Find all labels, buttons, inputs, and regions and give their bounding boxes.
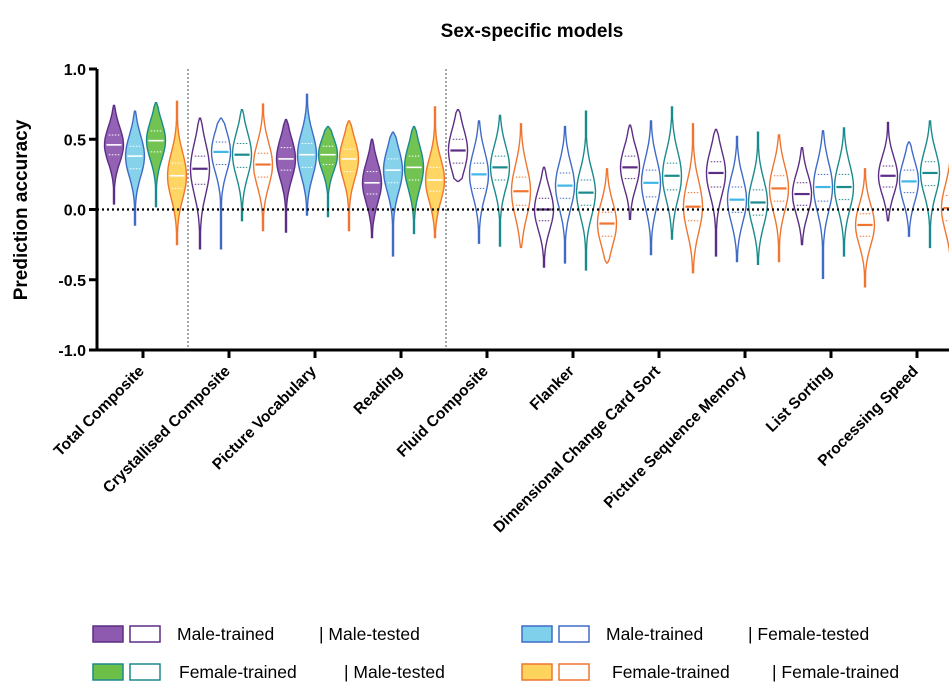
violin-ff-5 <box>596 168 618 264</box>
violin-mm-3 <box>361 138 383 239</box>
chart-title: Sex-specific models <box>441 21 624 42</box>
violin-mm-7 <box>705 128 727 257</box>
violin-fm-8 <box>833 127 855 257</box>
violin-ff-2 <box>338 120 360 232</box>
legend-row1-left-b: | Male-tested <box>319 624 420 644</box>
violin-mm-5 <box>533 166 555 268</box>
y-tick-label: 1.0 <box>64 62 86 79</box>
x-tick-label: Picture Sequence Memory <box>601 363 750 512</box>
violin-ff-6 <box>682 123 704 274</box>
y-tick-label: -1.0 <box>58 343 86 360</box>
legend-swatch-mf-filled <box>521 625 553 643</box>
legend-swatch-ff-filled <box>521 663 553 681</box>
violin-ff-3 <box>424 106 446 239</box>
x-tick-label: List Sorting <box>763 363 836 436</box>
x-tick-label: Flanker <box>527 363 578 414</box>
violin-mf-3 <box>382 131 404 257</box>
violin-mf-1 <box>210 117 232 250</box>
legend-swatch-mf-open <box>558 625 590 643</box>
legend-row1-right-a: Male-trained <box>606 624 703 644</box>
violin-mm-0 <box>103 104 125 205</box>
violin-mf-5 <box>554 125 576 264</box>
violin-mm-9 <box>877 121 899 222</box>
violin-ff-7 <box>768 134 790 263</box>
violin-mf-4 <box>468 120 490 244</box>
legend-row1-left-a: Male-trained <box>177 624 274 644</box>
violin-fm-4 <box>489 114 511 247</box>
violin-mf-0 <box>124 110 146 226</box>
violin-fm-0 <box>145 102 167 208</box>
legend: Male-trained | Male-tested Male-trained … <box>92 624 899 682</box>
violin-mf-6 <box>640 120 662 256</box>
x-tick-label: Total Composite <box>51 363 148 460</box>
legend-swatch-mm-open <box>129 625 161 643</box>
x-tick-label: Reading <box>351 363 406 418</box>
y-tick-label: 0.5 <box>64 132 86 149</box>
x-tick-label: Fluid Composite <box>394 363 492 461</box>
violin-fm-6 <box>661 106 683 240</box>
legend-swatch-fm-open <box>129 663 161 681</box>
violin-fm-2 <box>317 125 339 218</box>
violin-ff-4 <box>510 123 532 249</box>
violin-mm-2 <box>275 118 297 233</box>
legend-swatch-fm-filled <box>92 663 124 681</box>
violin-mm-8 <box>791 147 813 246</box>
violin-mm-6 <box>619 124 641 220</box>
violin-layer <box>103 93 949 288</box>
violin-mm-4 <box>447 109 469 183</box>
violin-mm-1 <box>189 117 211 250</box>
legend-swatch-mm-filled <box>92 625 124 643</box>
violin-mf-8 <box>812 130 834 279</box>
violin-fm-3 <box>403 125 425 235</box>
violin-ff-8 <box>854 168 876 288</box>
y-tick-label: 0.0 <box>64 203 86 220</box>
legend-row1-right-b: | Female-tested <box>748 624 869 644</box>
violin-ff-1 <box>252 103 274 232</box>
violin-fm-5 <box>575 110 597 271</box>
y-axis-label: Prediction accuracy <box>11 119 32 300</box>
legend-row2-left-b: | Male-tested <box>344 662 445 682</box>
x-tick-label: Dimensional Change Card Sort <box>490 363 663 536</box>
violin-fm-9 <box>919 120 941 249</box>
legend-row2-left-a: Female-trained <box>179 662 297 682</box>
legend-row2-right-b: | Female-trained <box>772 662 899 682</box>
violin-ff-0 <box>166 100 188 246</box>
violin-mf-9 <box>898 141 920 237</box>
legend-swatch-ff-open <box>558 663 590 681</box>
violin-fm-1 <box>231 109 253 222</box>
violin-fm-7 <box>747 131 769 265</box>
legend-row2-right-a: Female-trained <box>612 662 730 682</box>
y-tick-label: -0.5 <box>58 273 86 290</box>
